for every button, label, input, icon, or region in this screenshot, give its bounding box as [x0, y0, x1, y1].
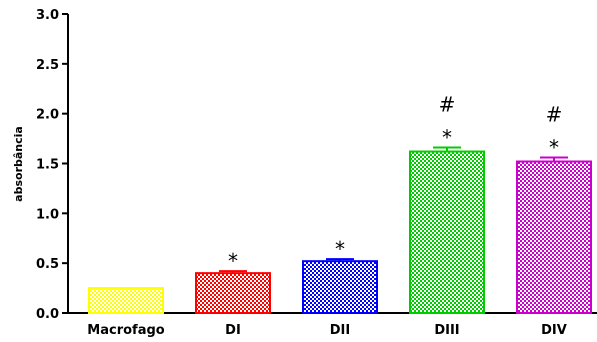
hash-mark: #: [546, 103, 563, 127]
y-tick-label: 0.5: [36, 257, 59, 272]
x-tick-label: Macrofago: [87, 323, 164, 338]
category-labels: Macrofago DI DII DIII DIV: [87, 323, 567, 338]
x-tick-label: DI: [225, 323, 241, 338]
x-tick-label: DIII: [434, 323, 459, 338]
y-tick-label: 3.0: [36, 8, 59, 23]
y-tick-label: 0.0: [36, 307, 59, 322]
bar-div: [516, 160, 592, 314]
asterisk-mark: *: [335, 237, 345, 261]
y-tick-label: 1.0: [36, 207, 59, 222]
asterisk-mark: *: [228, 249, 238, 273]
asterisk-mark: *: [442, 126, 452, 150]
x-tick-label: DIV: [541, 323, 567, 338]
y-tick-label: 2.0: [36, 108, 59, 123]
bar-diii: [409, 150, 485, 314]
y-tick-label: 2.5: [36, 58, 59, 73]
hash-mark: #: [439, 93, 456, 117]
y-axis-label: absorbância: [12, 126, 25, 202]
bar-di: [195, 272, 271, 314]
bar-dii: [302, 260, 378, 315]
asterisk-mark: *: [549, 136, 559, 160]
x-tick-label: DII: [330, 323, 350, 338]
annotations: * * * # * #: [228, 93, 562, 274]
bar-macrofago: [88, 287, 164, 315]
y-tick-label: 1.5: [36, 158, 59, 173]
bars: [88, 146, 592, 315]
